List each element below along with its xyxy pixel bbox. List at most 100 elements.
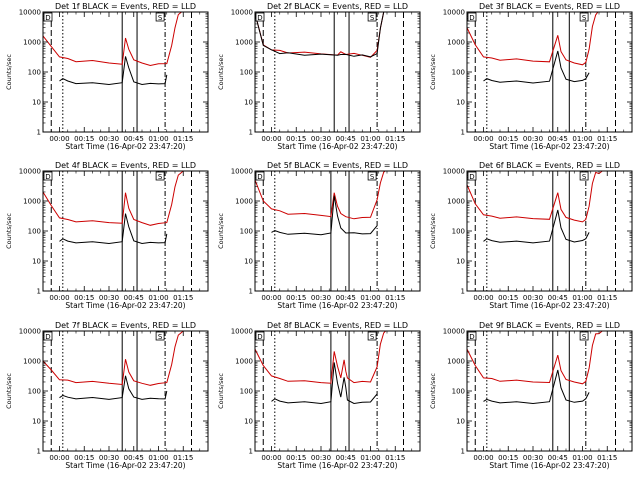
saa-marker-letter: D [45,14,50,22]
y-tick-label: 100 [28,228,41,236]
x-tick-label: 01:00 [360,135,380,143]
saa-marker-box [255,331,265,341]
y-tick-label: 100 [452,69,465,77]
x-axis-label: Start Time (16-Apr-02 23:47:20) [277,142,397,151]
plot-frame [42,330,209,452]
detector-panel-2: Det 2f BLACK = Events, RED = LLD 1 10 100 10… [217,2,421,151]
y-tick-label: 10000 [231,328,253,336]
saa-marker-letter: S [370,173,375,181]
series-lld-red [43,331,184,386]
x-tick-label: 00:30 [99,454,119,462]
saa-marker-box [155,12,165,22]
x-tick-label: 00:30 [523,294,543,302]
detector-panel-4: Det 4f BLACK = Events, RED = LLD 1 10 100 10… [5,161,209,310]
saa-marker-box [579,12,589,22]
x-tick-label: 00:15 [498,135,518,143]
x-tick-label: 01:15 [385,294,405,302]
detector-panel-5: Det 5f BLACK = Events, RED = LLD 1 10 100 10… [217,161,421,310]
y-axis-label: Counts/sec [5,373,13,409]
saa-marker-box [43,12,53,22]
detector-panel-6: Det 6f BLACK = Events, RED = LLD 1 10 100 10… [429,161,633,310]
saa-marker-letter: S [582,333,587,341]
detector-panel-8: Det 8f BLACK = Events, RED = LLD 1 10 100 10… [217,321,421,470]
x-tick-label: 00:15 [498,294,518,302]
y-tick-label: 1000 [235,198,253,206]
x-tick-label: 01:15 [173,135,193,143]
y-tick-label: 10 [456,99,465,107]
series-events-black [59,375,168,400]
saa-marker-letter: D [45,173,50,181]
saa-marker-box [367,171,377,181]
series-events-black [271,195,378,236]
series-lld-red [467,12,599,66]
y-tick-label: 100 [452,388,465,396]
saa-marker-letter: S [158,333,163,341]
y-tick-label: 1 [461,288,465,296]
saa-marker-box [579,171,589,181]
saa-marker-letter: D [469,14,474,22]
x-tick-label: 00:15 [286,135,306,143]
plot-frame [42,11,209,133]
y-tick-label: 100 [28,388,41,396]
plot-frame [466,330,633,452]
y-tick-label: 1 [461,448,465,456]
y-tick-label: 100 [28,69,41,77]
x-tick-label: 01:15 [385,454,405,462]
x-tick-label: 01:00 [148,454,168,462]
x-tick-label: 01:00 [360,294,380,302]
y-tick-label: 1000 [447,358,465,366]
y-tick-label: 100 [240,228,253,236]
plot-frame [466,11,633,133]
y-tick-label: 10000 [443,168,465,176]
saa-marker-letter: S [582,14,587,22]
panel-title: Det 8f BLACK = Events, RED = LLD [267,321,408,330]
x-tick-label: 00:00 [473,454,493,462]
y-tick-label: 10 [244,418,253,426]
x-tick-label: 00:30 [311,135,331,143]
y-tick-label: 10 [456,258,465,266]
x-tick-label: 00:30 [311,294,331,302]
x-tick-label: 00:30 [523,135,543,143]
saa-marker-letter: D [45,333,50,341]
saa-marker-box [255,171,265,181]
saa-marker-box [255,12,265,22]
series-events-black [59,213,168,245]
x-tick-label: 01:00 [572,294,592,302]
panel-title: Det 7f BLACK = Events, RED = LLD [55,321,196,330]
series-events-black [483,209,590,244]
y-axis-label: Counts/sec [429,213,437,249]
x-tick-label: 00:45 [548,294,568,302]
y-tick-label: 10000 [443,9,465,17]
x-tick-label: 00:00 [261,454,281,462]
plot-frame [466,170,633,292]
saa-marker-letter: S [158,173,163,181]
detector-panel-7: Det 7f BLACK = Events, RED = LLD 1 10 100 10… [5,321,209,470]
x-tick-label: 00:15 [74,135,94,143]
saa-marker-letter: S [370,14,375,22]
x-tick-label: 01:15 [597,135,617,143]
saa-marker-box [467,12,477,22]
panel-title: Det 5f BLACK = Events, RED = LLD [267,161,408,170]
y-tick-label: 10 [244,258,253,266]
x-tick-label: 00:45 [548,454,568,462]
saa-marker-letter: D [469,333,474,341]
plot-frame [254,330,421,452]
y-axis-label: Counts/sec [429,54,437,90]
y-tick-label: 10 [456,418,465,426]
x-tick-label: 00:45 [124,135,144,143]
x-tick-label: 00:30 [523,454,543,462]
x-tick-label: 00:00 [49,454,69,462]
y-axis-label: Counts/sec [217,54,225,90]
saa-marker-letter: D [257,173,262,181]
y-tick-label: 1 [461,129,465,137]
y-tick-label: 1000 [235,39,253,47]
x-axis-label: Start Time (16-Apr-02 23:47:20) [277,301,397,310]
series-events-black [255,12,385,58]
x-tick-label: 01:15 [173,454,193,462]
saa-marker-letter: D [257,14,262,22]
y-tick-label: 1000 [23,198,41,206]
saa-marker-box [155,171,165,181]
x-tick-label: 00:45 [336,135,356,143]
series-lld-red [467,331,603,385]
x-tick-label: 00:00 [261,135,281,143]
